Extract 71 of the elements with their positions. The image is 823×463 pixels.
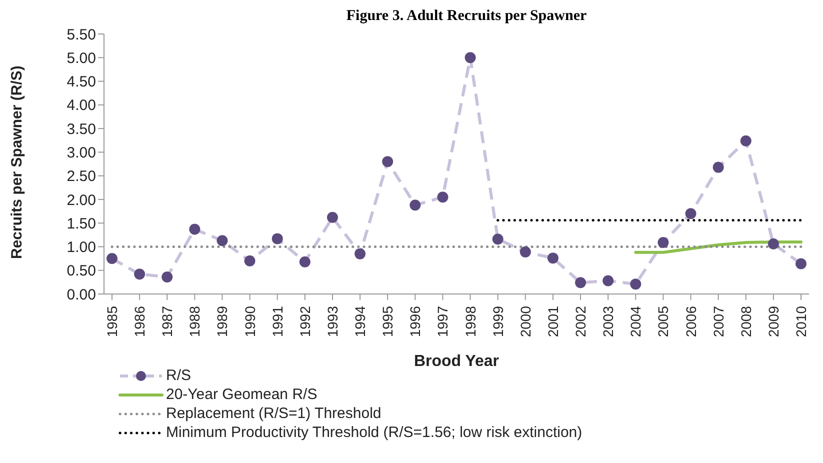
- point: [216, 235, 228, 246]
- point: [299, 256, 310, 268]
- x-tick-label: 1993: [324, 306, 340, 338]
- point: [244, 255, 256, 266]
- x-tick-label: 1988: [186, 306, 203, 338]
- point: [354, 248, 366, 260]
- x-tick-label: 2003: [600, 306, 616, 338]
- x-tick-label: 1986: [132, 306, 148, 338]
- point: [106, 253, 118, 264]
- point: [740, 135, 752, 146]
- point: [630, 278, 642, 290]
- point: [382, 156, 394, 168]
- point: [437, 192, 448, 203]
- point: [326, 212, 338, 223]
- x-tick-label: 2008: [738, 306, 754, 338]
- point: [134, 268, 146, 280]
- y-tick-label: 0.50: [66, 262, 96, 280]
- y-tick-label: 2.00: [66, 192, 96, 209]
- x-tick-label: 2000: [517, 306, 534, 338]
- x-tick-label: 2004: [628, 306, 644, 338]
- point: [547, 252, 558, 264]
- y-tick-label: 4.00: [66, 97, 96, 114]
- legend-label: 20-Year Geomean R/S: [166, 386, 318, 403]
- x-tick-label: 1999: [490, 306, 506, 338]
- x-tick-label: 1994: [352, 306, 368, 338]
- y-axis-title: Recruits per Spawner (R/S): [8, 66, 26, 259]
- point: [464, 52, 476, 64]
- legend-label: Minimum Productivity Threshold (R/S=1.56; low risk extinction): [166, 424, 582, 441]
- x-tick-label: 1996: [407, 306, 424, 338]
- legend-label: R/S: [166, 367, 192, 384]
- x-tick-label: 2002: [572, 306, 589, 338]
- chart-title: Figure 3. Adult Recruits per Spawner: [345, 8, 588, 26]
- y-tick-label: 5.00: [66, 50, 96, 67]
- point: [796, 258, 806, 270]
- point: [602, 275, 614, 286]
- y-tick-label: 1.50: [66, 215, 96, 232]
- y-tick-label: 3.00: [66, 144, 96, 162]
- point: [768, 238, 779, 250]
- point: [658, 236, 669, 248]
- point: [272, 233, 283, 244]
- x-axis-title: Brood Year: [414, 353, 500, 370]
- point: [162, 271, 173, 282]
- x-tick-label: 1990: [242, 306, 258, 338]
- point: [189, 224, 200, 235]
- y-tick-label: 1.00: [66, 239, 96, 256]
- point: [492, 234, 504, 245]
- point: [575, 277, 586, 288]
- x-tick-label: 1991: [269, 306, 286, 338]
- y-tick-label: 5.50: [66, 26, 96, 44]
- y-tick-label: 3.50: [66, 120, 96, 138]
- x-tick-label: 2005: [655, 306, 672, 338]
- x-tick-label: 1992: [296, 306, 313, 338]
- point: [410, 200, 421, 211]
- x-tick-label: 2009: [765, 306, 782, 338]
- x-tick-label: 2006: [682, 306, 699, 338]
- y-tick-label: 2.50: [66, 168, 96, 186]
- point: [520, 246, 531, 258]
- x-tick-label: 1985: [104, 306, 120, 338]
- x-tick-label: 2007: [710, 306, 726, 338]
- point: [685, 208, 696, 220]
- x-tick-label: 1995: [380, 306, 396, 338]
- x-tick-label: 1989: [214, 306, 230, 338]
- x-tick-label: 1987: [159, 306, 176, 338]
- legend-label: Replacement (R/S=1) Threshold: [166, 405, 382, 422]
- x-tick-label: 2001: [544, 306, 561, 338]
- y-tick-label: 4.50: [66, 74, 96, 91]
- x-tick-label: 1998: [462, 306, 478, 338]
- point: [712, 162, 724, 173]
- y-tick-label: 0.00: [66, 286, 96, 304]
- x-tick-label: 2010: [793, 306, 809, 338]
- x-tick-label: 1997: [434, 306, 451, 338]
